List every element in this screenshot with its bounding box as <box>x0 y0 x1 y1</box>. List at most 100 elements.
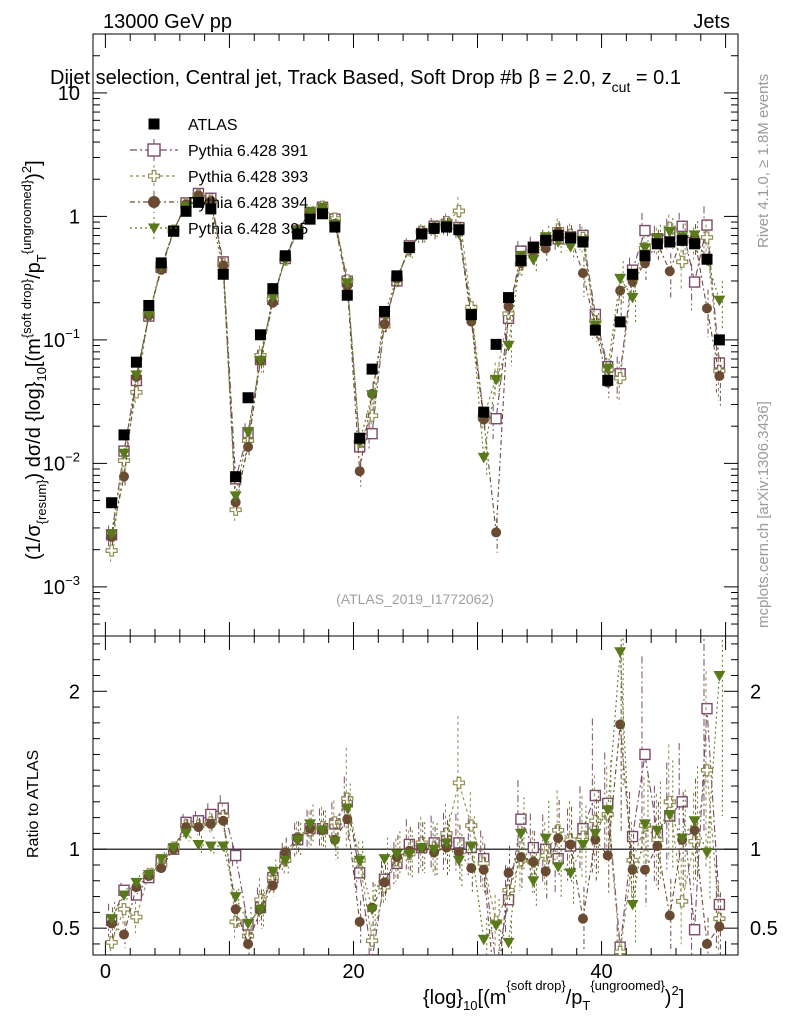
series-point <box>664 266 675 277</box>
ratio-point <box>503 867 514 878</box>
series-point <box>714 370 725 381</box>
series-point <box>713 295 726 307</box>
ratio-point <box>539 849 552 862</box>
legend-label: Pythia 6.428 393 <box>188 169 308 186</box>
ratio-point <box>701 938 712 949</box>
ratio-series-line <box>111 724 720 955</box>
ratio-point <box>515 852 526 863</box>
ratio-series-3 <box>105 636 726 955</box>
svg-text:(1/σ{resum}) dσ/d {log}10[(m{s: (1/σ{resum}) dσ/d {log}10[(m{soft drop}/… <box>19 160 49 560</box>
ratio-point <box>167 843 180 854</box>
ratio-point <box>390 849 403 860</box>
data-point <box>168 225 180 237</box>
legend-marker <box>147 143 161 157</box>
data-point <box>130 356 142 368</box>
series-line <box>111 192 720 535</box>
series-point <box>490 374 503 386</box>
series-point <box>243 441 254 452</box>
legend-label: ATLAS <box>188 117 238 134</box>
ratio-point <box>614 647 627 658</box>
ratio-point <box>118 890 131 901</box>
ratio-point <box>626 830 639 843</box>
ratio-point <box>713 898 726 911</box>
energy-label: 13000 GeV pp <box>103 11 232 33</box>
data-point <box>441 221 453 233</box>
ratio-point <box>540 866 551 877</box>
ratio-point <box>676 796 688 808</box>
legend-marker <box>148 118 160 130</box>
ratio-point <box>663 809 676 821</box>
data-point <box>428 222 440 234</box>
ratio-point <box>714 921 725 932</box>
data-point <box>689 238 701 250</box>
ratio-point <box>452 776 466 789</box>
series-point <box>242 427 255 438</box>
ratio-point <box>626 899 639 911</box>
series-point <box>701 219 713 231</box>
ratio-point <box>266 866 279 878</box>
y-tick-label: 10 <box>58 83 80 105</box>
data-series <box>106 196 725 509</box>
ratio-point <box>379 877 390 888</box>
ratio-point <box>280 847 291 858</box>
ratio-point <box>415 843 428 854</box>
ratio-point <box>353 867 366 879</box>
ratio-point <box>639 864 650 875</box>
category-label: Jets <box>693 11 730 33</box>
ratio-point <box>130 877 143 889</box>
series-point <box>366 390 379 401</box>
series-point <box>229 503 242 516</box>
ratio-point <box>366 904 379 916</box>
ratio-point <box>291 835 304 846</box>
data-point <box>143 299 155 311</box>
ratio-point <box>378 854 391 865</box>
series-point <box>601 363 614 375</box>
series-point <box>540 243 551 254</box>
series-point <box>119 471 130 482</box>
ratio-point <box>342 814 353 825</box>
ratio-point <box>192 839 205 851</box>
data-point <box>292 228 304 240</box>
ratio-point <box>316 825 329 837</box>
x-tick-label: 40 <box>590 961 612 983</box>
ratio-point <box>156 863 167 874</box>
data-point <box>676 234 688 246</box>
data-point <box>155 257 167 269</box>
data-point <box>651 238 663 250</box>
legend-marker <box>147 169 161 183</box>
series-point <box>477 452 490 464</box>
ratio-point <box>243 938 254 949</box>
ratio-point <box>676 833 689 845</box>
series-1 <box>105 188 726 562</box>
ratio-point <box>341 803 354 815</box>
ratio-series-line <box>111 770 720 952</box>
ratio-point <box>403 849 416 860</box>
x-tick-label: 0 <box>100 961 111 983</box>
main-plot-area <box>105 187 726 562</box>
axis-ticks: 0 20 40 10−3 10−2 10−1 1 10 0.5 0.5 1 1 2 2 <box>43 33 778 983</box>
series-point <box>452 204 466 218</box>
ratio-plot-area <box>105 636 726 955</box>
data-point <box>453 224 465 236</box>
legend-label: Pythia 6.428 395 <box>188 221 308 238</box>
ratio-point <box>688 835 701 848</box>
series-point <box>676 220 688 232</box>
legend: ATLAS Pythia 6.428 391 Pythia 6.428 393 Pyt… <box>130 117 308 239</box>
ratio-point <box>514 828 527 840</box>
main-y-axis-label: (1/σ{resum}) dσ/d {log}10[(m{soft drop}/… <box>19 160 49 560</box>
ratio-point <box>440 838 453 849</box>
ratio-point <box>365 934 379 947</box>
y-tick-label: 10−2 <box>43 449 80 475</box>
ratio-point <box>664 910 675 921</box>
ratio-point <box>218 815 229 826</box>
series-point <box>130 386 143 399</box>
ratio-point <box>452 855 465 867</box>
ratio-point <box>701 702 713 715</box>
series-point <box>230 497 241 508</box>
ratio-point <box>602 850 613 861</box>
ratio-series-0 <box>105 636 726 955</box>
ratio-point <box>204 841 217 853</box>
series-point <box>626 292 639 304</box>
ratio-point <box>304 819 317 830</box>
ratio-point <box>117 903 131 916</box>
